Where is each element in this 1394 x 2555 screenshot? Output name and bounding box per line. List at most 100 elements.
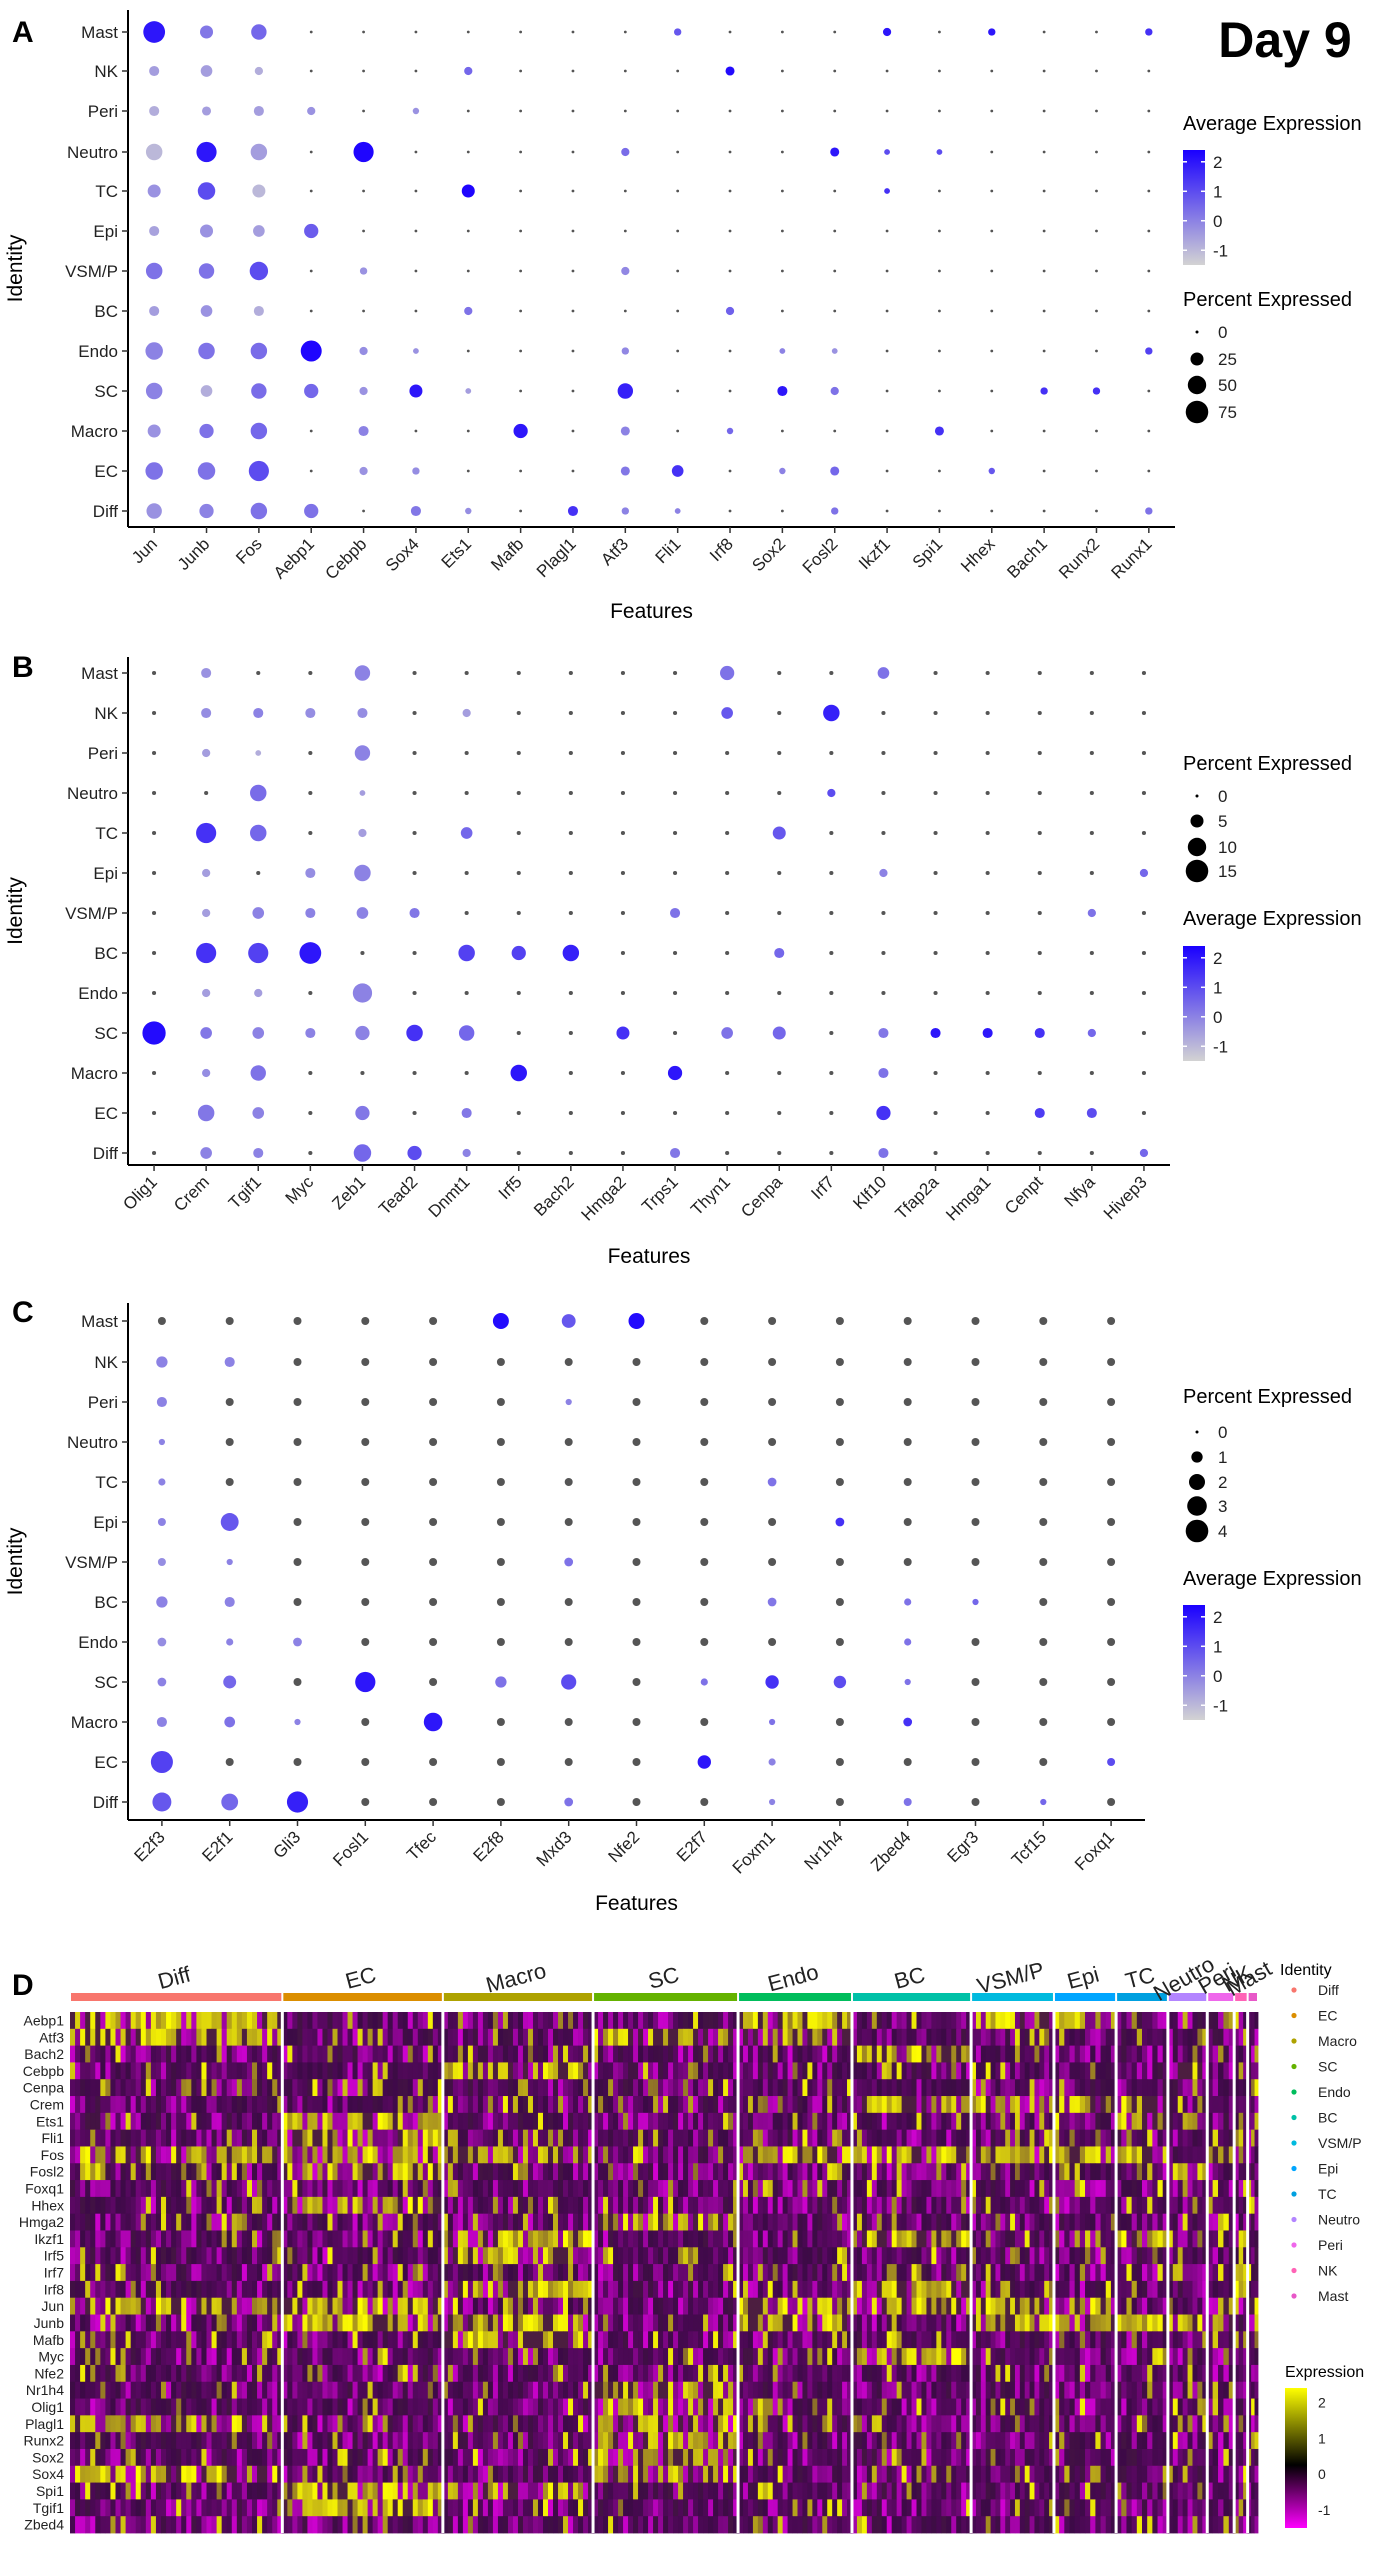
heatmap-cell — [292, 2449, 297, 2466]
heatmap-cell — [363, 2180, 368, 2197]
heatmap-cell — [523, 2315, 528, 2332]
heatmap-cell — [533, 2516, 538, 2533]
heatmap-cell — [196, 2331, 201, 2348]
heatmap-cell — [493, 2264, 498, 2281]
heatmap-cell — [227, 2096, 232, 2113]
heatmap-cell — [343, 2214, 348, 2231]
heatmap-cell — [658, 2247, 663, 2264]
heatmap-cell — [322, 2163, 327, 2180]
heatmap-cell — [227, 2130, 232, 2147]
heatmap-cell — [353, 2113, 358, 2130]
heatmap-cell — [95, 2130, 100, 2147]
heatmap-cell — [201, 2163, 206, 2180]
dot-mark — [833, 270, 836, 273]
dot-mark — [829, 911, 833, 915]
heatmap-cell — [633, 2113, 638, 2130]
heatmap-cell — [458, 2180, 463, 2197]
heatmap-cell — [166, 2146, 171, 2163]
heatmap-cell — [478, 2230, 483, 2247]
heatmap-cell — [378, 2499, 383, 2516]
dot-mark — [633, 1438, 641, 1446]
heatmap-cell — [558, 2197, 563, 2214]
heatmap-cell — [252, 2130, 257, 2147]
heatmap-cell — [191, 2247, 196, 2264]
dot-mark — [361, 1518, 369, 1526]
heatmap-cell — [403, 2415, 408, 2432]
heatmap-cell — [307, 2365, 312, 2382]
heatmap-cell — [708, 2197, 713, 2214]
heatmap-cell — [578, 2113, 583, 2130]
dot-mark — [361, 1317, 369, 1325]
heatmap-cell — [643, 2264, 648, 2281]
heatmap-cell — [393, 2146, 398, 2163]
dot-mark — [198, 1105, 214, 1121]
heatmap-cell — [121, 2012, 126, 2029]
dot-mark — [301, 341, 322, 362]
heatmap-cell — [333, 2432, 338, 2449]
heatmap-cell — [563, 2096, 568, 2113]
dot-mark — [986, 671, 990, 675]
dot-mark — [572, 310, 575, 313]
heatmap-cell — [267, 2298, 272, 2315]
heatmap-cell — [166, 2516, 171, 2533]
heatmap-cell — [70, 2029, 75, 2046]
heatmap-cell — [678, 2029, 683, 2046]
heatmap-cell — [468, 2382, 473, 2399]
dot-mark — [621, 267, 629, 275]
dot-mark — [198, 182, 215, 199]
heatmap-cell — [302, 2180, 307, 2197]
heatmap-cell — [272, 2466, 277, 2483]
heatmap-cell — [398, 2516, 403, 2533]
heatmap-cell — [693, 2230, 698, 2247]
dot-mark — [202, 909, 210, 917]
dot-mark — [673, 1111, 677, 1115]
dot-mark — [624, 230, 627, 233]
heatmap-cell — [483, 2432, 488, 2449]
heatmap-cell — [141, 2197, 146, 2214]
heatmap-cell — [161, 2432, 166, 2449]
heatmap-cell — [568, 2499, 573, 2516]
heatmap-cell — [723, 2096, 728, 2113]
heatmap-cell — [423, 2466, 428, 2483]
heatmap-cell — [493, 2180, 498, 2197]
heatmap-cell — [633, 2247, 638, 2264]
dot-mark — [834, 1676, 846, 1688]
heatmap-cell — [553, 2399, 558, 2416]
heatmap-cell — [338, 2029, 343, 2046]
size-legend-label: 3 — [1218, 1497, 1227, 1516]
x-tick-label: Hmga1 — [942, 1172, 994, 1224]
heatmap-cell — [373, 2382, 378, 2399]
heatmap-cell — [403, 2062, 408, 2079]
heatmap-cell — [116, 2096, 121, 2113]
heatmap-cell — [428, 2197, 433, 2214]
heatmap-cell — [693, 2298, 698, 2315]
heatmap-cell — [428, 2130, 433, 2147]
heatmap-cell — [141, 2029, 146, 2046]
heatmap-cell — [388, 2415, 393, 2432]
heatmap-cell — [583, 2382, 588, 2399]
heatmap-cell — [317, 2012, 322, 2029]
heatmap-cell — [518, 2315, 523, 2332]
heatmap-cell — [423, 2130, 428, 2147]
y-tick-label: BC — [94, 944, 118, 963]
heatmap-cell — [393, 2264, 398, 2281]
heatmap-cell — [217, 2516, 222, 2533]
heatmap-cell — [703, 2264, 708, 2281]
heatmap-cell — [181, 2516, 186, 2533]
heatmap-cell — [358, 2180, 363, 2197]
heatmap-cell — [398, 2331, 403, 2348]
heatmap-cell — [613, 2415, 618, 2432]
heatmap-cell — [267, 2483, 272, 2500]
heatmap-cell — [267, 2180, 272, 2197]
x-tick-label: Runx2 — [1055, 534, 1103, 582]
dot-mark — [972, 1758, 980, 1766]
heatmap-cell — [558, 2399, 563, 2416]
heatmap-cell — [136, 2247, 141, 2264]
heatmap-cell — [363, 2046, 368, 2063]
dot-mark — [569, 911, 573, 915]
heatmap-cell — [653, 2432, 658, 2449]
heatmap-cell — [156, 2399, 161, 2416]
heatmap-cell — [353, 2281, 358, 2298]
heatmap-cell — [468, 2415, 473, 2432]
heatmap-cell — [673, 2163, 678, 2180]
